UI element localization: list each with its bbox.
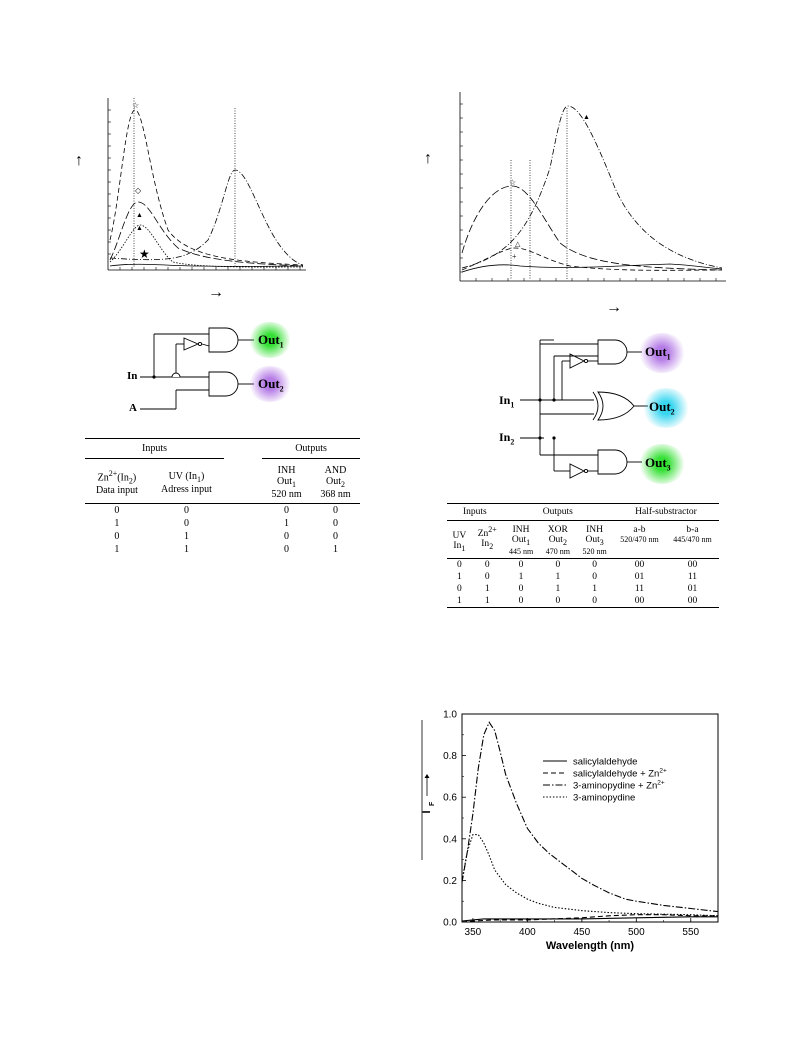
fig-b-curve-longdash [461,185,723,271]
and-gate-2 [208,371,239,397]
figure-b-spectra [459,92,726,282]
fig-a-marker-3: ▲ [136,211,143,219]
y-tick-label: 0.4 [443,834,457,845]
fig-a-marker-4: ▲ [136,224,143,232]
fig-b-curve-solid [461,263,723,273]
table-b-half-header: Half-substractor [612,503,719,521]
table-row: 1 0 1 1 0 01 11 [457,571,698,582]
table-row: 1 1 0 0 0 00 00 [447,594,719,608]
y-tick-label: 1.0 [443,710,457,721]
table-b-col-inh3: INH Out3 520 nm [582,525,607,556]
table-a-col-and: AND Out2 368 nm [320,465,351,500]
fig-b-curve-dashdot [461,105,723,269]
circuit-b-out1-glow [638,333,686,373]
table-a-inputs-header: Inputs [85,438,225,459]
fig-a-y-arrow: ↑ [75,152,83,169]
and-gate-1 [208,327,239,353]
fig-a-marker-1: ☆ [132,101,140,110]
fig-a-curve-dashdot [109,169,304,266]
circuit-a-out1-label: Out1 [258,332,284,350]
series-line-4 [462,834,718,917]
table-b-col-amb: a-b 520/470 nm [620,525,659,544]
table-b-col-bma: b-a 445/470 nm [673,525,712,544]
fig-b-marker-4: + [512,252,517,261]
and-gate-top [597,339,628,365]
legend-label-1: salicylaldehyde [573,757,637,768]
x-tick-label: 350 [465,927,482,938]
y-axis-label: I [421,810,433,813]
circuit-b-out3-glow [638,444,686,484]
xor-gate [597,391,635,421]
fig-a-curve-solid [109,263,304,267]
truth-table-a: Inputs Outputs Zn2+(In2) Data input UV (I… [85,438,360,556]
circuit-a-out2-glow [248,366,292,402]
y-tick-label: 0.0 [443,918,457,929]
table-b-outputs-header: Outputs [502,503,613,521]
fluorescence-chart: 350 400 450 500 550 0.0 0.2 0.4 0.6 0.8 1.0 Wavelen… [421,710,719,952]
legend-label-2: salicylaldehyde + Zn2+ [573,768,667,780]
fig-b-x-arrow: → [606,299,622,316]
fig-b-curve-dash [461,247,723,271]
y-axis-label-group: IF [421,774,436,814]
circuit-a-out2-label: Out2 [258,376,284,394]
table-a-col-uv: UV (In1) Adress input [161,470,212,495]
fig-b-marker-1: ▲ [583,113,590,121]
x-axis-label: Wavelength (nm) [546,940,635,952]
circuit-a-input-in: In [127,370,138,382]
table-b-col-zn: Zn2+ In2 [477,525,497,552]
not-gate-bottom [569,463,586,479]
figure-a-spectra [107,98,306,271]
circuit-a-out1-glow [248,322,292,358]
fig-a-curve-dash [109,109,304,266]
x-tick-label: 500 [628,927,645,938]
y-axis-label-sub: F [429,801,436,806]
table-b-col-uv: UV In1 [452,531,467,553]
table-row: 0 1 0 1 1 11 01 [457,583,698,594]
series-line-3 [462,721,718,913]
circuit-b-in1-label: In1 [499,393,515,410]
legend-label-4: 3-aminopydine [573,793,635,804]
table-b-col-inh1: INH Out1 445 nm [508,525,534,556]
table-b-inputs-header: Inputs [447,503,503,521]
not-gate-a [183,337,200,351]
circuit-b-out2-label: Out2 [649,399,675,417]
y-tick-label: 0.2 [443,876,457,887]
series-line-1 [462,916,718,922]
fig-a-curve-longdash [109,201,304,267]
circuit-b-out2-glow [642,388,690,428]
fig-a-marker-5: ★ [139,247,150,261]
fig-a-marker-2: ◇ [135,186,142,195]
fig-a-curve-dot [109,224,304,268]
legend-label-3: 3-aminopydine + Zn2+ [573,780,665,792]
x-tick-label: 450 [573,927,590,938]
x-tick-label: 550 [682,927,699,938]
fig-b-y-arrow: ↑ [424,150,432,167]
y-tick-label: 0.6 [443,793,457,804]
table-b-col-xor: XOR Out2 470 nm [545,525,570,556]
plot-frame [461,713,719,923]
circuit-b-in2-label: In2 [499,430,515,447]
fig-a-x-arrow: → [208,284,224,301]
circuit-a [140,327,254,410]
circuit-b-out1-label: Out1 [645,344,671,362]
table-row: 0 0 0 0 0 00 00 [457,559,698,570]
y-axis-arrow-head [424,774,430,778]
fig-b-marker-2: ☆ [509,178,517,187]
fig-b-marker-3: △ [515,240,521,248]
circuit-b [520,339,648,479]
truth-table-b: Inputs Outputs Half-substractor UV In1 Zn… [447,503,719,608]
table-a-col-inh: INH Out1 520 nm [271,465,302,500]
table-a-col-zn: Zn2+(In2) Data input [95,468,138,497]
circuit-b-out3-label: Out3 [645,455,671,473]
x-tick-label: 400 [519,927,536,938]
circuit-a-input-a: A [129,402,137,414]
and-gate-bottom [597,449,628,475]
y-tick-label: 0.8 [443,751,457,762]
table-a-outputs-header: Outputs [262,438,360,459]
